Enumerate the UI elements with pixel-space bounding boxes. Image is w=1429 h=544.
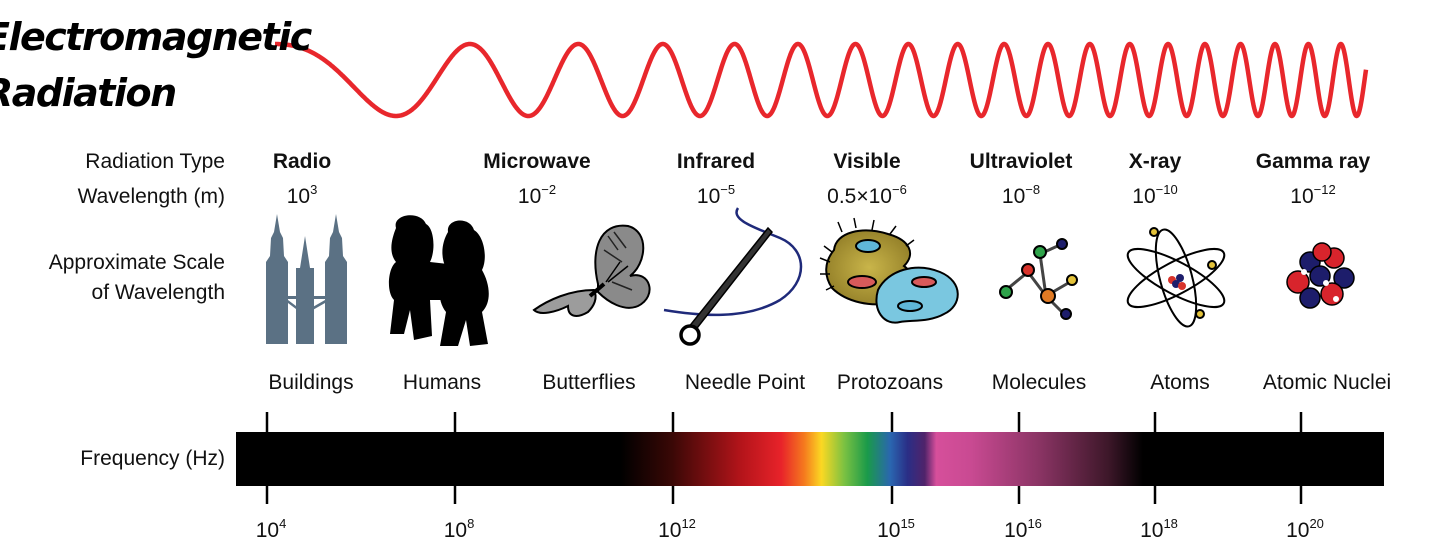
wave-path xyxy=(273,41,1369,119)
value-base: 10 xyxy=(1001,185,1026,208)
row-label-frequency: Frequency (Hz) xyxy=(80,447,225,470)
value-base: 10 xyxy=(286,185,311,208)
butterfly-icon xyxy=(532,224,651,317)
wavelength-value: 103 xyxy=(286,183,318,208)
row-label-radiation-type: Radiation Type xyxy=(85,150,225,173)
frequency-tick-label: 1020 xyxy=(1286,517,1324,542)
row-label-scale-2: of Wavelength xyxy=(91,281,225,304)
value-exponent: −10 xyxy=(1155,182,1178,197)
scale-label-atoms: Atoms xyxy=(1150,371,1210,394)
scale-label-needle-point: Needle Point xyxy=(684,371,806,394)
scale-label-molecules: Molecules xyxy=(991,371,1087,394)
row-label-scale-1: Approximate Scale xyxy=(48,251,225,274)
value-exponent: 18 xyxy=(1163,516,1178,531)
scale-label-protozoans: Protozoans xyxy=(836,371,944,394)
value-exponent: 3 xyxy=(310,182,318,197)
radiation-type-x-ray: X-ray xyxy=(1128,150,1182,173)
frequency-tick-label: 1016 xyxy=(1004,517,1042,542)
value-base: 10 xyxy=(658,519,682,542)
value-exponent: 12 xyxy=(681,516,696,531)
value-base: 10 xyxy=(1132,185,1156,208)
title-line-1: Electromagnetic xyxy=(0,15,312,59)
frequency-tick-label: 108 xyxy=(443,517,475,542)
radiation-type-microwave: Microwave xyxy=(483,150,591,173)
humans-icon xyxy=(388,215,489,346)
radiation-type-radio: Radio xyxy=(272,150,332,173)
value-exponent: 15 xyxy=(900,516,915,531)
value-base: 10 xyxy=(877,519,901,542)
wavelength-value: 10−5 xyxy=(696,183,735,208)
value-exponent: −6 xyxy=(892,182,907,197)
value-base: 10 xyxy=(255,519,280,542)
scale-label-buildings: Buildings xyxy=(268,371,354,394)
value-base: 10 xyxy=(1290,185,1314,208)
radiation-type-gamma-ray: Gamma ray xyxy=(1255,150,1371,173)
value-exponent: −8 xyxy=(1025,182,1041,197)
row-label-wavelength: Wavelength (m) xyxy=(77,185,225,208)
needle-icon xyxy=(663,207,803,346)
value-exponent: −2 xyxy=(541,182,557,197)
value-base: 10 xyxy=(517,185,542,208)
title-line-2: Radiation xyxy=(0,71,177,115)
scale-label-butterflies: Butterflies xyxy=(542,371,636,394)
radiation-type-infrared: Infrared xyxy=(676,150,756,173)
wavelength-value: 10−12 xyxy=(1290,183,1335,208)
value-base: 10 xyxy=(443,519,468,542)
wavelength-value: 10−8 xyxy=(1001,183,1040,208)
nucleus-icon xyxy=(1286,242,1355,309)
frequency-tick-label: 1015 xyxy=(877,517,915,542)
value-base: 0.5×10 xyxy=(827,185,892,208)
value-exponent: −12 xyxy=(1313,182,1336,197)
frequency-ticks xyxy=(265,412,1303,504)
radiation-type-ultraviolet: Ultraviolet xyxy=(969,150,1073,173)
frequency-tick-label: 104 xyxy=(255,517,287,542)
frequency-tick-label: 1012 xyxy=(658,517,696,542)
wavelength-value: 10−2 xyxy=(517,183,556,208)
scale-label-atomic-nuclei: Atomic Nuclei xyxy=(1262,371,1392,394)
scale-label-humans: Humans xyxy=(402,371,482,394)
value-exponent: 8 xyxy=(467,516,475,531)
value-base: 10 xyxy=(696,185,721,208)
value-base: 10 xyxy=(1004,519,1028,542)
radiation-type-visible: Visible xyxy=(833,150,901,173)
wavelength-value: 0.5×10−6 xyxy=(827,183,907,208)
atom-icon xyxy=(1126,227,1226,328)
value-exponent: −5 xyxy=(720,182,736,197)
frequency-tick-label: 1018 xyxy=(1140,517,1178,542)
value-exponent: 20 xyxy=(1309,516,1324,531)
value-exponent: 4 xyxy=(279,516,287,531)
twin-towers-icon xyxy=(266,214,347,344)
value-base: 10 xyxy=(1286,519,1310,542)
molecule-icon xyxy=(999,238,1078,320)
wavelength-value: 10−10 xyxy=(1132,183,1177,208)
value-base: 10 xyxy=(1140,519,1164,542)
frequency-bar xyxy=(236,432,1384,486)
protozoan-icon xyxy=(819,217,959,324)
value-exponent: 16 xyxy=(1027,516,1042,531)
